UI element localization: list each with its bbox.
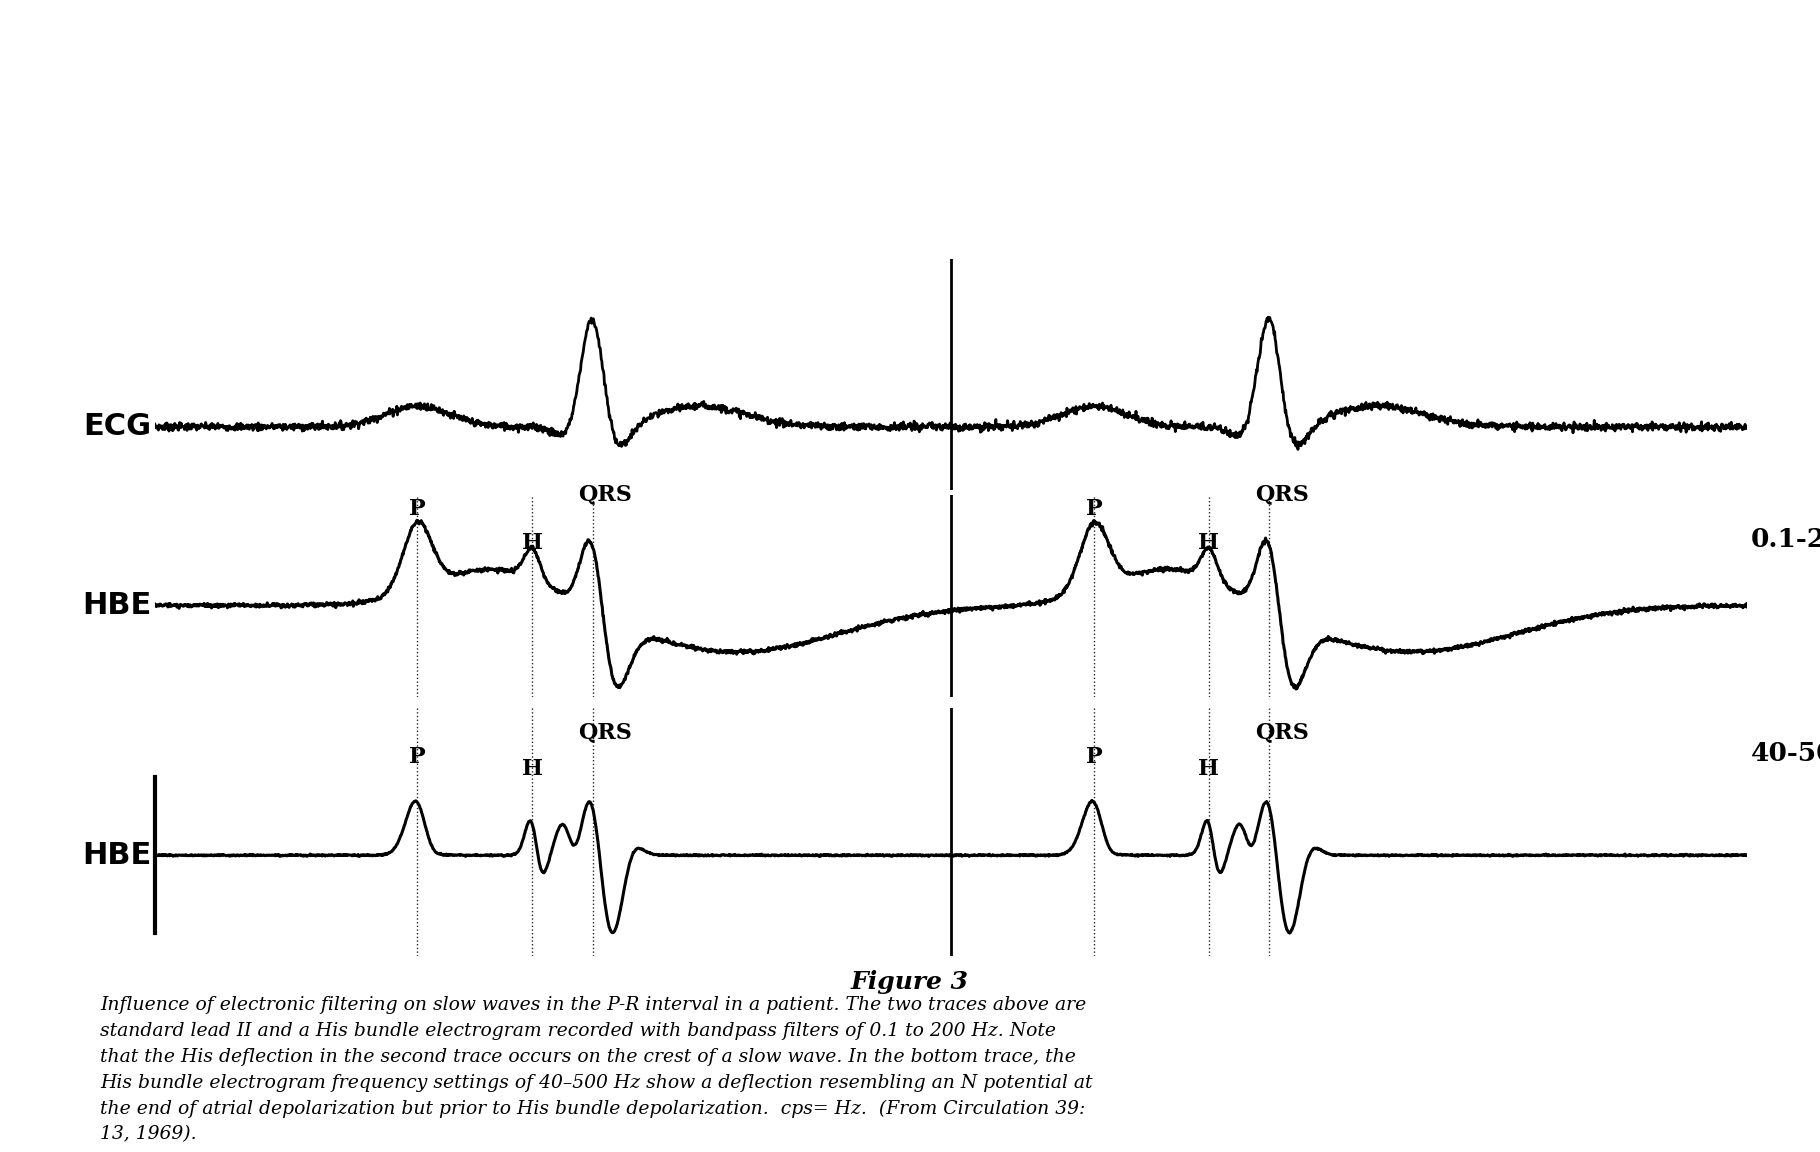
Text: QRS: QRS xyxy=(579,483,632,505)
Text: H: H xyxy=(522,532,542,554)
Text: HBE: HBE xyxy=(82,591,151,620)
Text: QRS: QRS xyxy=(579,721,632,743)
Text: 40-500cps: 40-500cps xyxy=(1751,741,1820,766)
Text: P: P xyxy=(1087,498,1103,520)
Text: Figure 3: Figure 3 xyxy=(852,970,968,994)
Text: P: P xyxy=(1087,746,1103,768)
Text: H: H xyxy=(522,758,542,780)
Text: H: H xyxy=(1198,532,1219,554)
Text: QRS: QRS xyxy=(1256,721,1309,743)
Text: P: P xyxy=(410,746,426,768)
Text: HBE: HBE xyxy=(82,841,151,870)
Text: 0.1-200cps: 0.1-200cps xyxy=(1751,528,1820,552)
Text: QRS: QRS xyxy=(1256,483,1309,505)
Text: ECG: ECG xyxy=(84,412,151,441)
Text: H: H xyxy=(1198,758,1219,780)
Text: P: P xyxy=(410,498,426,520)
Text: Influence of electronic filtering on slow waves in the P-R interval in a patient: Influence of electronic filtering on slo… xyxy=(100,996,1092,1144)
